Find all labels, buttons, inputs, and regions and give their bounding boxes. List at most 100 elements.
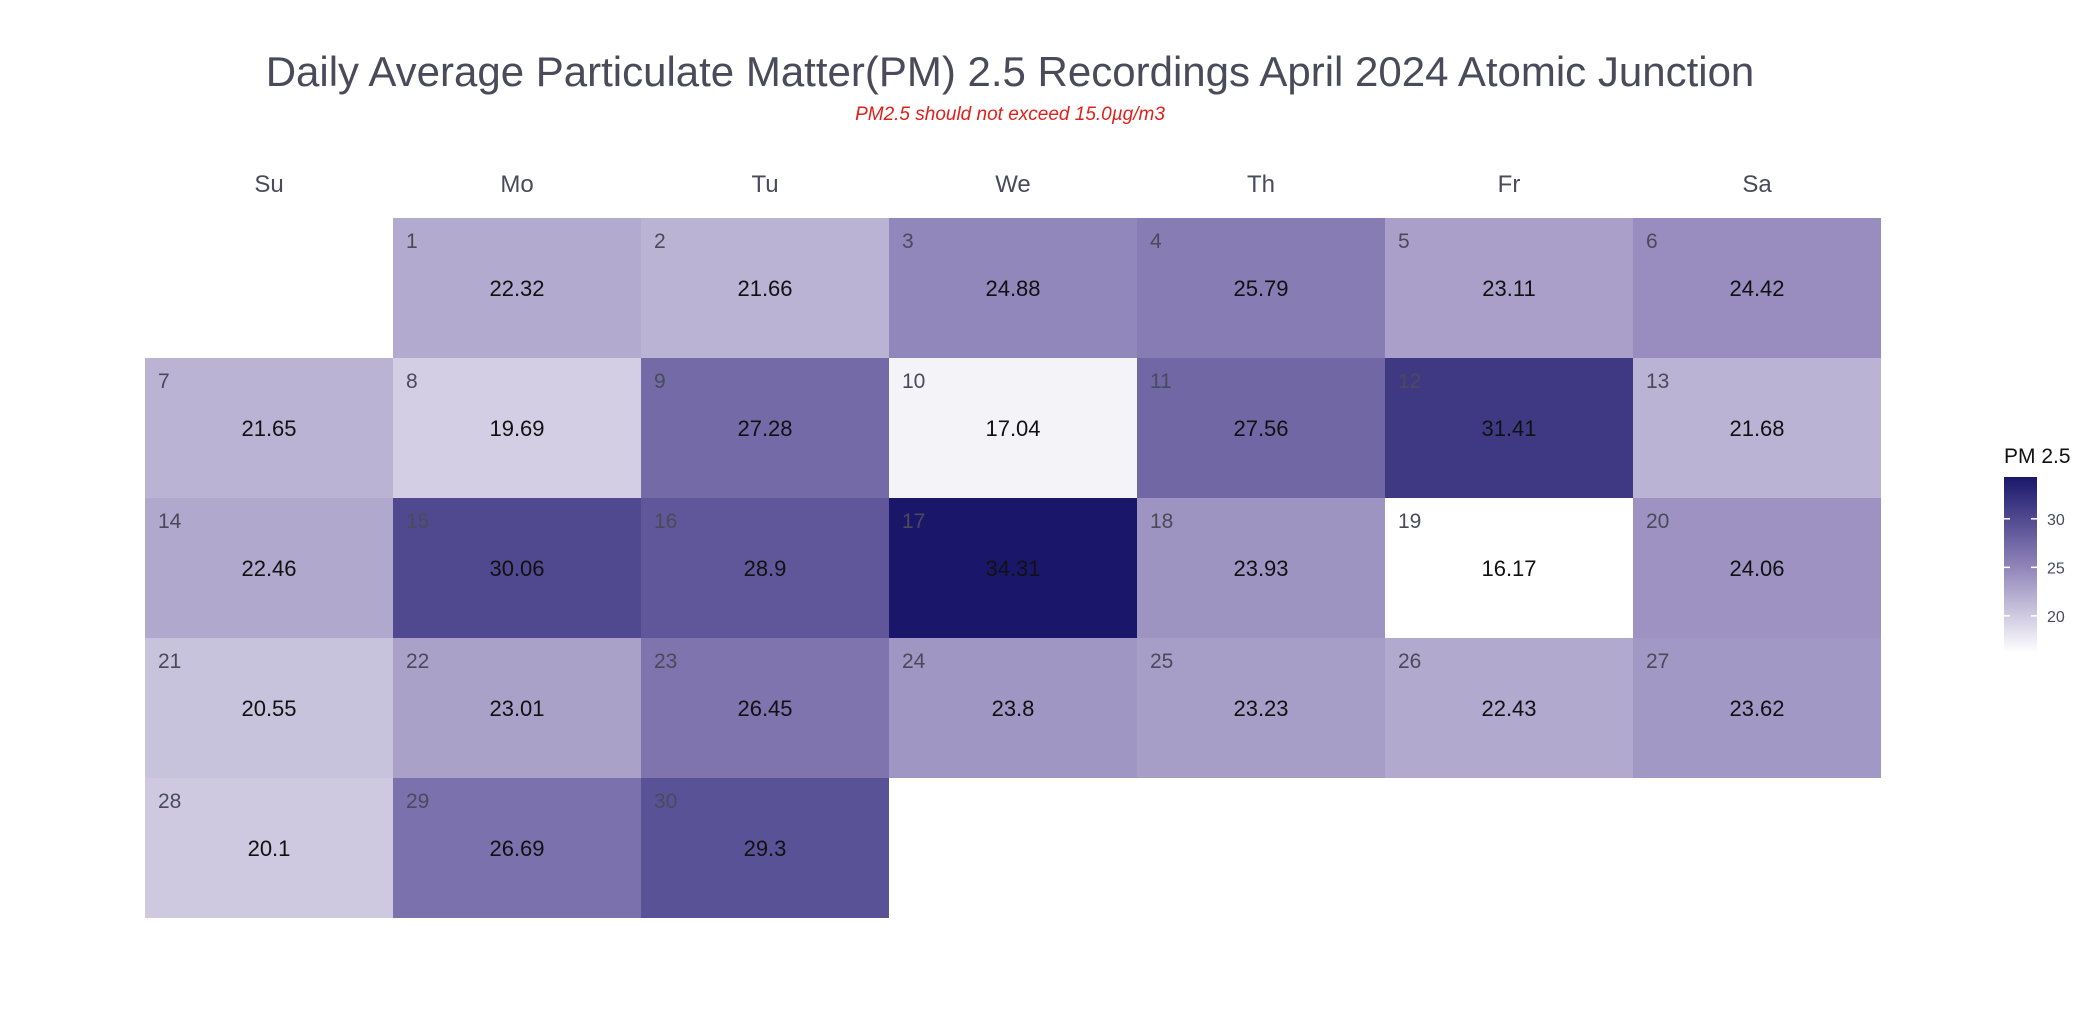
- pm25-value-label: 22.43: [1481, 696, 1536, 721]
- heatmap-cell: [889, 358, 1137, 498]
- calendar-day-cell: 20 24.06: [1633, 498, 1881, 638]
- calendar-day-cell: 13 21.68: [1633, 358, 1881, 498]
- day-number-label: 3: [902, 230, 914, 253]
- pm25-value-label: 19.69: [489, 416, 544, 441]
- calendar-day-cell: 28 20.1: [145, 778, 393, 918]
- pm25-value-label: 17.04: [985, 416, 1040, 441]
- heatmap-cell: [393, 638, 641, 778]
- pm25-value-label: 24.06: [1729, 556, 1784, 581]
- day-number-label: 19: [1398, 510, 1421, 533]
- calendar-day-cell: 324.88: [889, 218, 1137, 358]
- legend-title: PM 2.5: [2004, 445, 2071, 468]
- calendar-day-cell: 23 26.45: [641, 638, 889, 778]
- pm25-value-label: 23.01: [489, 696, 544, 721]
- pm25-value-label: 23.62: [1729, 696, 1784, 721]
- day-number-label: 4: [1150, 230, 1162, 253]
- heatmap-cell: [1137, 638, 1385, 778]
- heatmap-cell: [145, 498, 393, 638]
- pm25-value-label: 26.45: [737, 696, 792, 721]
- heatmap-cell: [1385, 358, 1633, 498]
- day-number-label: 18: [1150, 510, 1173, 533]
- calendar-day-cell: 18 23.93: [1137, 498, 1385, 638]
- heatmap-cell: [1633, 638, 1881, 778]
- day-number-label: 6: [1646, 230, 1658, 253]
- heatmap-cell: [889, 218, 1137, 358]
- pm25-value-label: 27.28: [737, 416, 792, 441]
- calendar-day-cell: 29 26.69: [393, 778, 641, 918]
- heatmap-cell: [889, 498, 1137, 638]
- calendar-day-cell: 721.65: [145, 358, 393, 498]
- calendar-day-cell: 25 23.23: [1137, 638, 1385, 778]
- calendar-day-cell: 17 34.31: [889, 498, 1137, 638]
- heatmap-cell: [393, 218, 641, 358]
- day-number-label: 25: [1150, 650, 1173, 673]
- chart-subtitle: PM2.5 should not exceed 15.0µg/m3: [855, 104, 1165, 125]
- pm25-value-label: 26.69: [489, 836, 544, 861]
- heatmap-cell: [641, 498, 889, 638]
- pm25-value-label: 28.9: [744, 556, 787, 581]
- day-number-label: 1: [406, 230, 418, 253]
- pm25-value-label: 31.41: [1481, 416, 1536, 441]
- day-number-label: 28: [158, 790, 181, 813]
- heatmap-cell: [889, 638, 1137, 778]
- day-number-label: 10: [902, 370, 925, 393]
- calendar-day-cell: 11 27.56: [1137, 358, 1385, 498]
- heatmap-cell: [1633, 358, 1881, 498]
- day-number-label: 29: [406, 790, 429, 813]
- calendar-day-cell: 12 31.41: [1385, 358, 1633, 498]
- legend-tick-label: 20: [2047, 609, 2065, 626]
- day-number-label: 8: [406, 370, 418, 393]
- pm25-value-label: 23.11: [1482, 276, 1535, 301]
- calendar-day-cell: 523.11: [1385, 218, 1633, 358]
- day-number-label: 26: [1398, 650, 1421, 673]
- calendar-day-cell: 30 29.3: [641, 778, 889, 918]
- calendar-day-cell: 22 23.01: [393, 638, 641, 778]
- heatmap-cell: [1633, 218, 1881, 358]
- pm25-value-label: 23.23: [1233, 696, 1288, 721]
- day-number-label: 27: [1646, 650, 1669, 673]
- day-number-label: 15: [406, 510, 429, 533]
- weekday-header-mo: Mo: [500, 171, 533, 198]
- heatmap-cell: [641, 218, 889, 358]
- calendar-day-cell: 15 30.06: [393, 498, 641, 638]
- heatmap-cell: [145, 358, 393, 498]
- day-number-label: 5: [1398, 230, 1410, 253]
- day-number-label: 22: [406, 650, 429, 673]
- heatmap-cell: [1385, 498, 1633, 638]
- pm25-value-label: 22.32: [489, 276, 544, 301]
- pm25-value-label: 20.55: [241, 696, 296, 721]
- pm25-value-label: 24.88: [985, 276, 1040, 301]
- calendar-day-cell: 19 16.17: [1385, 498, 1633, 638]
- calendar-day-cell: 27 23.62: [1633, 638, 1881, 778]
- day-number-label: 30: [654, 790, 677, 813]
- heatmap-cell: [641, 358, 889, 498]
- legend-tick-label: 30: [2047, 512, 2065, 529]
- day-number-label: 11: [1150, 370, 1172, 393]
- pm25-value-label: 20.1: [248, 836, 291, 861]
- legend-color-bar: [2004, 477, 2037, 653]
- pm25-value-label: 21.65: [241, 416, 296, 441]
- pm25-value-label: 30.06: [489, 556, 544, 581]
- calendar-day-cell: 927.28: [641, 358, 889, 498]
- calendar-day-cell: 14 22.46: [145, 498, 393, 638]
- weekday-header-sa: Sa: [1742, 171, 1772, 198]
- weekday-header-th: Th: [1247, 171, 1275, 198]
- heatmap-cell: [393, 498, 641, 638]
- day-number-label: 24: [902, 650, 926, 673]
- heatmap-cell: [641, 638, 889, 778]
- calendar-day-cell: 624.42: [1633, 218, 1881, 358]
- pm25-value-label: 23.93: [1233, 556, 1288, 581]
- weekday-header-tu: Tu: [751, 171, 778, 198]
- heatmap-cell: [145, 638, 393, 778]
- calendar-day-cell: 122.32: [393, 218, 641, 358]
- pm25-value-label: 29.3: [744, 836, 787, 861]
- chart-title: Daily Average Particulate Matter(PM) 2.5…: [265, 48, 1755, 95]
- heatmap-cell: [1137, 358, 1385, 498]
- day-number-label: 16: [654, 510, 677, 533]
- calendar-day-cell: 24 23.8: [889, 638, 1137, 778]
- pm25-value-label: 27.56: [1233, 416, 1288, 441]
- calendar-day-cell: 221.66: [641, 218, 889, 358]
- heatmap-cell: [393, 358, 641, 498]
